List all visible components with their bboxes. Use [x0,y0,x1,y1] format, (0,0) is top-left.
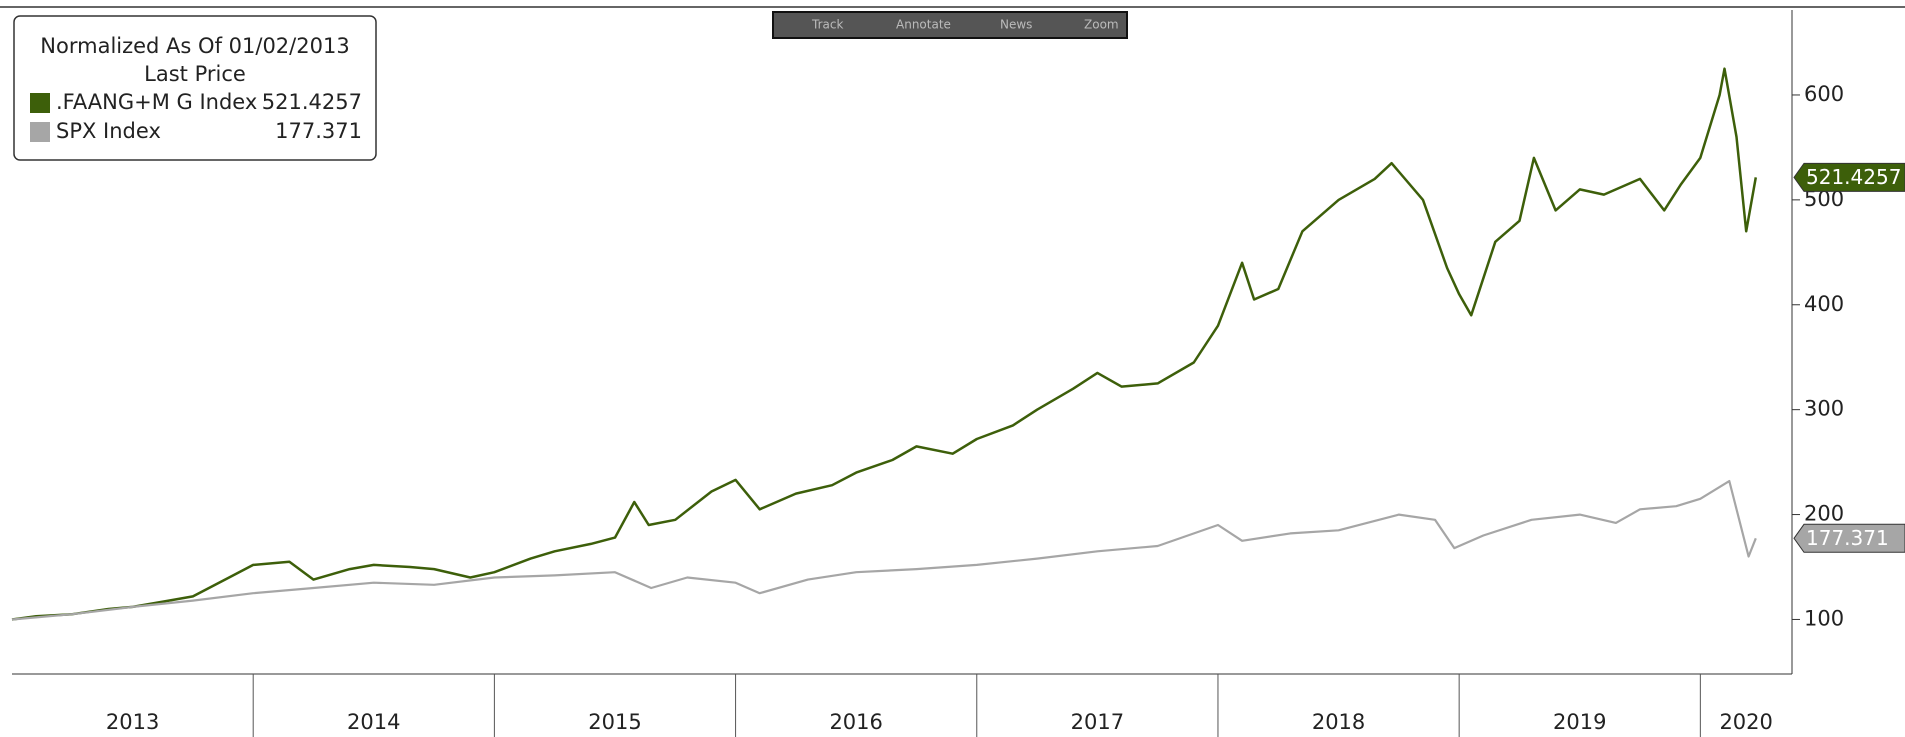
toolbar-zoom[interactable]: Zoom [1084,18,1119,32]
x-tick-label: 2020 [1719,710,1772,734]
x-tick-label: 2018 [1312,710,1365,734]
series-line [11,479,1757,621]
x-tick-label: 2016 [829,710,882,734]
last-price-tag: 521.4257 [1793,162,1905,192]
legend-value: 521.4257 [262,90,362,114]
tag-label: 177.371 [1806,526,1889,550]
tag-shape [1793,523,1905,553]
toolbar-bg [772,11,1128,39]
toolbar-news[interactable]: News [1000,18,1032,32]
y-tick-label: 600 [1804,82,1844,106]
toolbar: Track Annotate News Zoom [772,11,1128,39]
y-tick-label: 100 [1804,606,1844,630]
x-tick-label: 2019 [1553,710,1606,734]
legend-swatch [30,122,50,142]
legend: Normalized As Of 01/02/2013 Last Price .… [13,15,377,161]
legend-swatch [30,93,50,113]
x-tick-label: 2014 [347,710,400,734]
y-tick-label: 400 [1804,292,1844,316]
toolbar-track[interactable]: Track [811,18,843,32]
x-tick-label: 2013 [106,710,159,734]
legend-name: SPX Index [56,119,161,143]
legend-items: .FAANG+M G Index 521.4257 SPX Index 177.371 [30,90,362,143]
y-tick-label: 200 [1804,502,1844,526]
tag-shape [1793,162,1905,192]
legend-box [13,15,377,161]
legend-value: 177.371 [275,119,362,143]
x-tick-label: 2017 [1071,710,1124,734]
y-tick-label: 300 [1804,397,1844,421]
legend-subtitle: Last Price [144,62,246,86]
last-price-tag: 177.371 [1793,523,1905,553]
x-tick-label: 2015 [588,710,641,734]
tag-label: 521.4257 [1806,165,1901,189]
legend-name: .FAANG+M G Index [56,90,257,114]
series-line [11,67,1758,621]
toolbar-annotate[interactable]: Annotate [896,18,951,32]
legend-title: Normalized As Of 01/02/2013 [40,34,349,58]
